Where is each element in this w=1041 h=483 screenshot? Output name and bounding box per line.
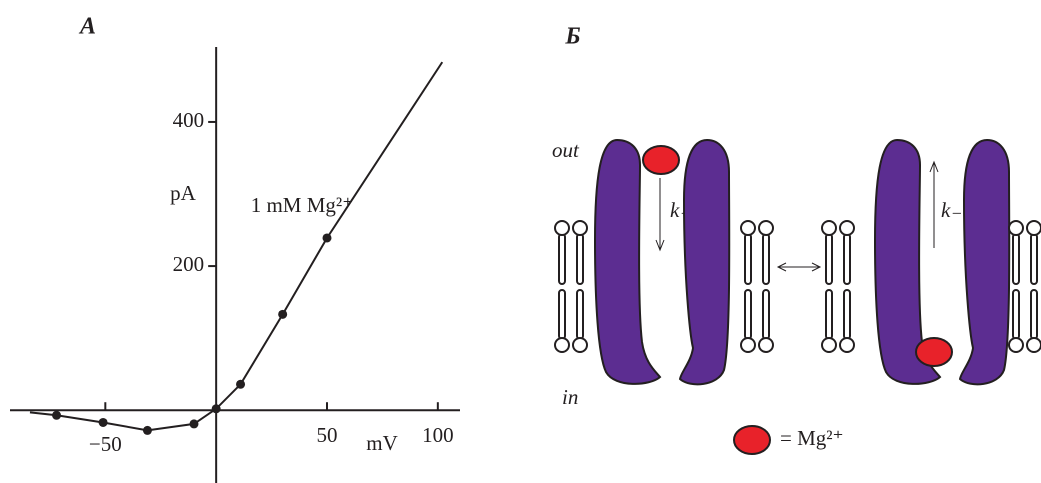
data-point: [278, 309, 288, 319]
y-tick-label: 200: [173, 252, 205, 276]
lipid-head: [554, 220, 570, 236]
mg-ion: [915, 337, 953, 367]
lipid-tail: [558, 289, 566, 340]
lipid-head: [758, 220, 774, 236]
lipid-head: [758, 337, 774, 353]
legend-label: = Mg²⁺: [780, 426, 844, 450]
data-point: [322, 233, 332, 243]
in-label: in: [562, 385, 578, 409]
lipid-head: [1008, 220, 1024, 236]
lipid-head: [554, 337, 570, 353]
lipid-tail: [762, 233, 770, 285]
channel-diagram: out in k₊ k₋ = Mg²⁺: [552, 138, 1041, 455]
lipid-head: [1026, 337, 1041, 353]
y-axis-label: pA: [170, 181, 197, 205]
x-tick-label: −50: [89, 432, 122, 456]
lipid-head: [821, 337, 837, 353]
data-point: [189, 419, 199, 429]
x-tick-label: 50: [316, 423, 337, 447]
lipid-head: [1026, 220, 1041, 236]
lipid-head: [740, 337, 756, 353]
x-tick-label: 100: [422, 423, 454, 447]
lipid-tail: [558, 233, 566, 285]
lipid-tail: [1030, 289, 1038, 340]
mg-ion: [733, 425, 771, 455]
channel-subunit: [873, 138, 942, 385]
lipid-tail: [576, 289, 584, 340]
arrow: [776, 262, 822, 272]
channel-subunit: [593, 138, 662, 385]
lipid-head: [572, 337, 588, 353]
lipid-tail: [843, 289, 851, 340]
data-point: [236, 379, 246, 389]
lipid-tail: [576, 233, 584, 285]
lipid-head: [740, 220, 756, 236]
lipid-tail: [825, 289, 833, 340]
lipid-tail: [1012, 289, 1020, 340]
lipid-tail: [1012, 233, 1020, 285]
lipid-tail: [1030, 233, 1038, 285]
channel-subunit: [678, 138, 731, 386]
data-point: [52, 410, 62, 420]
annotation: 1 mM Mg²⁺: [251, 193, 354, 217]
panel-label: Б: [564, 24, 580, 50]
out-label: out: [552, 138, 580, 162]
lipid-head: [839, 337, 855, 353]
arrow: [655, 178, 665, 252]
lipid-head: [839, 220, 855, 236]
lipid-tail: [843, 233, 851, 285]
data-point: [142, 425, 152, 435]
lipid-head: [1008, 337, 1024, 353]
channel-subunit: [958, 138, 1011, 386]
lipid-tail: [825, 233, 833, 285]
lipid-tail: [762, 289, 770, 340]
lipid-head: [821, 220, 837, 236]
rate-label: k₋: [941, 198, 961, 222]
data-line: [29, 61, 444, 432]
data-point: [98, 417, 108, 427]
data-point: [211, 404, 221, 414]
x-axis-label: mV: [366, 431, 398, 455]
lipid-head: [572, 220, 588, 236]
lipid-tail: [744, 289, 752, 340]
panel-label: А: [78, 14, 96, 40]
mg-ion: [642, 145, 680, 175]
lipid-tail: [744, 233, 752, 285]
arrow: [929, 160, 939, 248]
y-tick-label: 400: [173, 108, 205, 132]
